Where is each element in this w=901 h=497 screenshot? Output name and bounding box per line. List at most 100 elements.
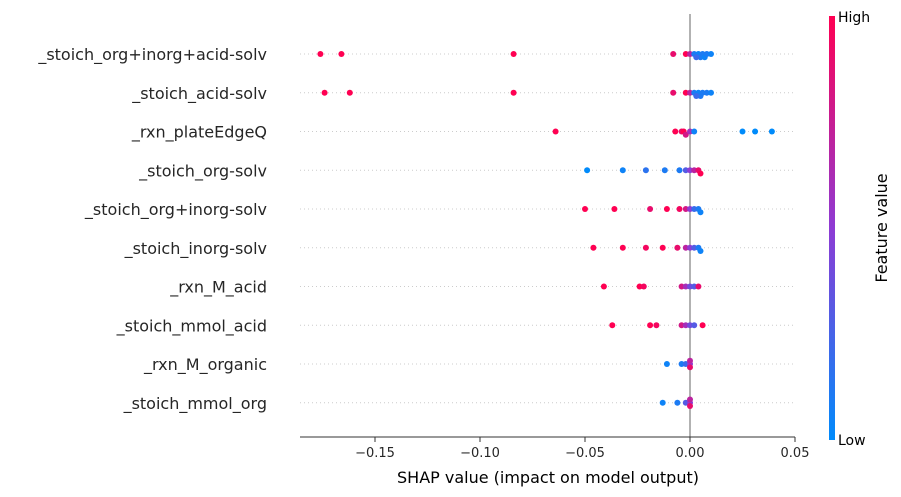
- shap-point: [687, 89, 693, 96]
- shap-point: [682, 244, 689, 251]
- shap-point: [510, 89, 517, 96]
- shap-point: [693, 92, 700, 99]
- shap-point: [682, 206, 689, 212]
- shap-point: [682, 283, 689, 290]
- shap-point: [752, 128, 759, 135]
- shap-point: [619, 244, 626, 251]
- shap-point: [687, 396, 693, 403]
- shap-point: [590, 244, 597, 251]
- shap-point: [699, 89, 706, 96]
- shap-point: [691, 128, 698, 135]
- shap-point: [703, 89, 710, 96]
- shap-point: [678, 283, 685, 290]
- shap-point: [739, 128, 746, 135]
- feature-label: _stoich_inorg-solv: [124, 239, 267, 259]
- shap-point: [619, 167, 626, 174]
- shap-point: [659, 399, 666, 406]
- shap-point: [687, 322, 693, 329]
- feature-label: _stoich_acid-solv: [131, 84, 267, 104]
- shap-point: [672, 128, 679, 135]
- shap-point: [552, 128, 559, 135]
- shap-point: [682, 361, 689, 367]
- shap-point: [647, 322, 654, 329]
- shap-point: [687, 167, 693, 174]
- shap-point: [317, 51, 324, 57]
- shap-point: [584, 167, 591, 174]
- colorbar: [829, 16, 835, 440]
- x-tick-label: −0.05: [565, 446, 605, 461]
- shap-point: [691, 283, 698, 290]
- shap-point: [682, 322, 689, 329]
- shap-point: [699, 322, 706, 329]
- shap-point: [682, 399, 689, 406]
- x-tick-label: −0.15: [355, 446, 395, 461]
- shap-point: [636, 283, 643, 290]
- shap-point: [708, 89, 714, 96]
- shap-point: [647, 206, 654, 212]
- x-axis-ticks: −0.15 −0.10 −0.05 0.00 0.05: [355, 437, 809, 461]
- shap-point: [687, 128, 693, 135]
- shap-point: [611, 206, 618, 212]
- shap-point: [663, 206, 670, 212]
- shap-point: [678, 361, 685, 367]
- shap-point: [642, 167, 649, 174]
- shap-point: [687, 244, 693, 251]
- shap-point: [670, 51, 677, 57]
- shap-point: [687, 364, 693, 371]
- shap-point: [676, 167, 683, 174]
- shap-point: [659, 244, 666, 251]
- shap-point: [663, 361, 670, 367]
- shap-point: [609, 322, 616, 329]
- shap-point: [691, 167, 698, 174]
- x-tick-label: 0.00: [676, 446, 705, 461]
- shap-point: [682, 51, 689, 57]
- shap-point: [682, 167, 689, 174]
- feature-label: _stoich_org-solv: [138, 161, 267, 181]
- feature-labels: _stoich_org+inorg+acid-solv _stoich_acid-…: [37, 45, 267, 414]
- row-guides: [300, 53, 795, 404]
- shap-point: [338, 51, 345, 57]
- shap-point: [687, 283, 693, 290]
- shap-point: [674, 244, 681, 251]
- shap-point: [691, 206, 698, 212]
- colorbar-high-label: High: [838, 10, 870, 26]
- shap-point: [676, 206, 683, 212]
- shap-point: [687, 206, 693, 212]
- x-axis-title: SHAP value (impact on model output): [397, 468, 699, 487]
- shap-point: [682, 131, 689, 138]
- shap-point: [678, 322, 685, 329]
- shap-point: [682, 89, 689, 96]
- shap-point: [321, 89, 328, 96]
- shap-point: [510, 51, 517, 57]
- shap-point: [768, 128, 775, 135]
- feature-label: _rxn_plateEdgeQ: [131, 123, 267, 143]
- shap-point: [695, 283, 702, 290]
- shap-point: [653, 322, 660, 329]
- shap-point: [670, 89, 677, 96]
- shap-point: [582, 206, 588, 212]
- shap-point: [697, 209, 704, 216]
- shap-point: [691, 244, 698, 251]
- colorbar-low-label: Low: [838, 433, 866, 449]
- data-points: [317, 51, 775, 409]
- x-tick-label: 0.05: [781, 446, 810, 461]
- shap-point: [691, 322, 698, 329]
- shap-point: [600, 283, 607, 290]
- feature-label: _stoich_mmol_acid: [116, 316, 267, 336]
- shap-point: [687, 51, 693, 57]
- feature-label: _rxn_M_organic: [143, 355, 267, 375]
- shap-point: [697, 247, 704, 254]
- shap-point: [687, 357, 693, 364]
- feature-label: _stoich_org+inorg-solv: [84, 200, 267, 220]
- shap-point: [708, 51, 714, 57]
- shap-point: [687, 402, 693, 409]
- shap-point: [674, 399, 681, 406]
- shap-point: [693, 54, 700, 61]
- shap-point: [640, 283, 647, 290]
- colorbar-title: Feature value: [872, 173, 891, 282]
- shap-point: [697, 170, 704, 177]
- x-tick-label: −0.10: [460, 446, 500, 461]
- shap-point: [642, 244, 649, 251]
- feature-label: _stoich_org+inorg+acid-solv: [37, 45, 267, 65]
